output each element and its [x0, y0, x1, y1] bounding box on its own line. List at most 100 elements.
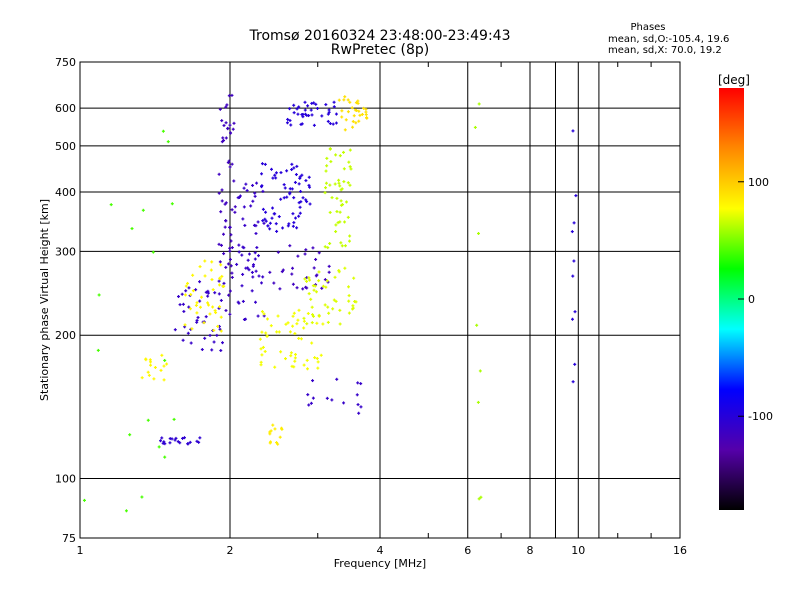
data-point [354, 300, 358, 304]
data-point [282, 196, 286, 200]
data-point [182, 436, 186, 440]
data-point [242, 205, 246, 209]
data-point [230, 208, 234, 212]
data-point [298, 176, 302, 180]
data-point [353, 108, 357, 112]
data-point [152, 377, 156, 381]
data-point [279, 197, 283, 201]
data-point [97, 293, 101, 297]
data-point [254, 300, 258, 304]
data-point [347, 299, 351, 303]
data-point [315, 273, 319, 277]
data-point [228, 165, 232, 169]
data-point [184, 289, 188, 293]
data-point [261, 207, 265, 211]
data-point [288, 119, 292, 123]
data-point [221, 136, 225, 140]
data-point [475, 323, 479, 327]
data-point [290, 187, 294, 191]
data-point [255, 246, 259, 250]
data-point [218, 276, 222, 280]
data-point [342, 98, 346, 102]
data-point [292, 196, 296, 200]
data-point [323, 245, 327, 249]
data-point [198, 265, 202, 269]
data-point [284, 322, 288, 326]
data-point [275, 330, 279, 334]
data-point [224, 136, 228, 140]
data-point [300, 173, 304, 177]
data-point [572, 259, 576, 263]
data-point [140, 495, 144, 499]
data-point [220, 199, 224, 203]
data-point [307, 276, 311, 280]
data-point [219, 263, 223, 267]
data-point [295, 286, 299, 290]
data-point [236, 196, 240, 200]
data-point [571, 129, 575, 133]
data-point [109, 203, 113, 207]
data-point [261, 345, 265, 349]
data-point [340, 115, 344, 119]
data-point [240, 284, 244, 288]
data-point [291, 212, 295, 216]
data-point [314, 102, 318, 106]
data-point [297, 308, 301, 312]
data-point [328, 241, 332, 245]
data-point [315, 321, 319, 325]
data-point [253, 194, 257, 198]
data-point [297, 182, 301, 186]
data-point [254, 269, 258, 273]
data-point [297, 201, 301, 205]
data-point [159, 439, 163, 443]
data-point [208, 312, 212, 316]
data-point [232, 179, 236, 183]
data-point [198, 299, 202, 303]
data-point [174, 436, 178, 440]
data-point [189, 341, 193, 345]
data-point [186, 442, 190, 446]
data-point [278, 435, 282, 439]
data-point [312, 288, 316, 292]
data-point [347, 160, 351, 164]
data-point [217, 191, 221, 195]
data-point [213, 291, 217, 295]
data-point [222, 281, 226, 285]
data-point [189, 293, 193, 297]
data-point [303, 100, 307, 104]
data-point [289, 123, 293, 127]
data-point [305, 113, 309, 117]
data-point [224, 219, 228, 223]
data-point [230, 93, 234, 97]
data-point [315, 356, 319, 360]
data-point [220, 243, 224, 247]
data-point [187, 286, 191, 290]
data-point [316, 360, 320, 364]
data-point [338, 184, 342, 188]
data-point [310, 113, 314, 117]
data-point [288, 330, 292, 334]
data-point [263, 349, 267, 353]
data-point [218, 260, 222, 264]
data-point [346, 98, 350, 102]
data-point [260, 184, 264, 188]
data-point [149, 360, 153, 364]
data-point [251, 275, 255, 279]
data-point [364, 110, 368, 114]
data-point [305, 367, 309, 371]
data-point [292, 103, 296, 107]
data-point [295, 322, 299, 326]
data-point [159, 368, 163, 372]
data-point [161, 441, 165, 445]
data-point [311, 396, 315, 400]
data-point [338, 220, 342, 224]
data-point [334, 112, 338, 116]
data-point [241, 272, 245, 276]
data-point [334, 299, 338, 303]
data-point [356, 403, 360, 407]
data-point [218, 327, 222, 331]
data-point [276, 442, 280, 446]
data-point [571, 274, 575, 278]
data-point [146, 370, 150, 374]
